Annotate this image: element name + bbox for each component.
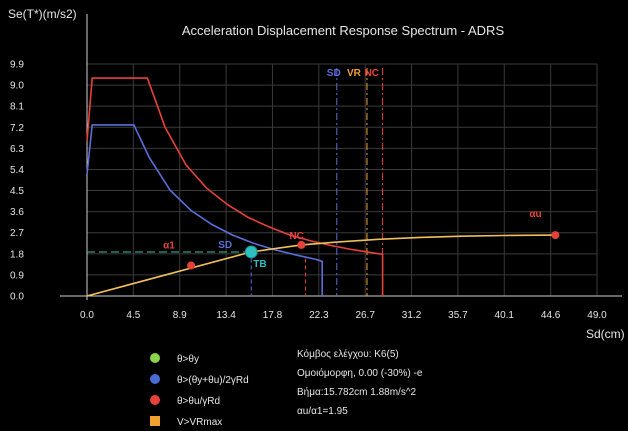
x-tick-label: 31.2 xyxy=(402,310,422,321)
y-tick-label: 9.0 xyxy=(10,81,24,92)
performance-point-label-bottom: TB xyxy=(253,259,266,270)
x-tick-labels: 0.0 4.5 8.9 13.4 17.8 22.3 26.7 31.2 35.7 40.1 44.… xyxy=(80,310,607,321)
sd-limit-label: SD xyxy=(327,68,341,79)
y-tick-label: 8.1 xyxy=(10,102,24,113)
axes xyxy=(60,14,622,300)
legend-swatch-circle xyxy=(150,353,160,363)
performance-point-label-top: SD xyxy=(218,240,232,251)
y-tick-label: 6.3 xyxy=(10,144,24,155)
legend-label: θ>θu/γRd xyxy=(177,396,220,407)
series-line-0 xyxy=(86,77,384,296)
series-lines xyxy=(86,77,556,297)
x-tick-label: 26.7 xyxy=(355,310,375,321)
marker-point xyxy=(187,261,196,270)
marker-label-nc: NC xyxy=(289,231,303,242)
nc-limit-label: NC xyxy=(365,68,379,79)
guide-lines: SD VR NC xyxy=(87,68,384,296)
x-tick-label: 22.3 xyxy=(309,310,329,321)
legend-swatch-square xyxy=(150,416,160,426)
y-tick-label: 7.2 xyxy=(10,123,24,134)
y-tick-label: 9.9 xyxy=(10,60,24,71)
x-tick-label: 40.1 xyxy=(495,310,515,321)
legend-swatch-circle xyxy=(150,395,160,405)
x-tick-label: 13.4 xyxy=(216,310,236,321)
x-tick-label: 44.6 xyxy=(541,310,561,321)
legend-label: θ>(θy+θu)/2γRd xyxy=(177,375,249,386)
marker-label-a1: α1 xyxy=(163,241,175,252)
y-axis-label: Se(T*)(m/s2) xyxy=(8,7,77,21)
x-tick-label: 4.5 xyxy=(126,310,140,321)
x-tick-label: 17.8 xyxy=(263,310,283,321)
marker-point xyxy=(297,240,306,249)
info-line: Βήμα:15.782cm 1.88m/s^2 xyxy=(297,386,417,398)
legend-swatch-circle xyxy=(150,374,160,384)
series-line-2 xyxy=(86,234,556,297)
x-tick-label: 35.7 xyxy=(448,310,468,321)
y-tick-label: 5.4 xyxy=(10,165,24,176)
info-line: Κόμβος ελέγχου: Κ6(5) xyxy=(297,348,399,360)
vr-limit-label: VR xyxy=(347,68,362,79)
legend-label: θ>θy xyxy=(177,354,199,365)
info-line: αu/α1=1.95 xyxy=(297,406,348,417)
x-axis-label: Sd(cm) xyxy=(586,327,625,341)
x-tick-label: 49.0 xyxy=(587,310,607,321)
info-box: Κόμβος ελέγχου: Κ6(5) Ομοιόμορφη, 0.00 (-… xyxy=(297,348,423,417)
y-tick-label: 0.0 xyxy=(10,292,24,303)
marker-label-au: αu xyxy=(529,209,541,220)
legend-label: V>VRmax xyxy=(177,417,222,428)
x-tick-label: 0.0 xyxy=(80,310,94,321)
info-line: Ομοιόμορφη, 0.00 (-30%) -e xyxy=(297,367,423,379)
y-tick-label: 4.5 xyxy=(10,186,24,197)
series-line-1 xyxy=(86,124,323,296)
markers: α1 NC αu SD TB xyxy=(163,209,560,270)
marker-point xyxy=(551,231,560,240)
x-tick-label: 8.9 xyxy=(173,310,187,321)
y-tick-label: 3.6 xyxy=(10,207,24,218)
chart-title: Acceleration Displacement Response Spect… xyxy=(182,23,505,38)
y-tick-label: 2.7 xyxy=(10,228,24,239)
y-tick-label: 0.9 xyxy=(10,270,24,281)
y-tick-labels: 0.0 0.9 1.8 2.7 3.6 4.5 5.4 6.3 7.2 8.1 9.0 9.9 xyxy=(10,60,24,303)
y-tick-label: 1.8 xyxy=(10,249,24,260)
legend: θ>θy θ>(θy+θu)/2γRd θ>θu/γRd V>VRmax xyxy=(150,353,249,428)
performance-point xyxy=(244,245,258,259)
